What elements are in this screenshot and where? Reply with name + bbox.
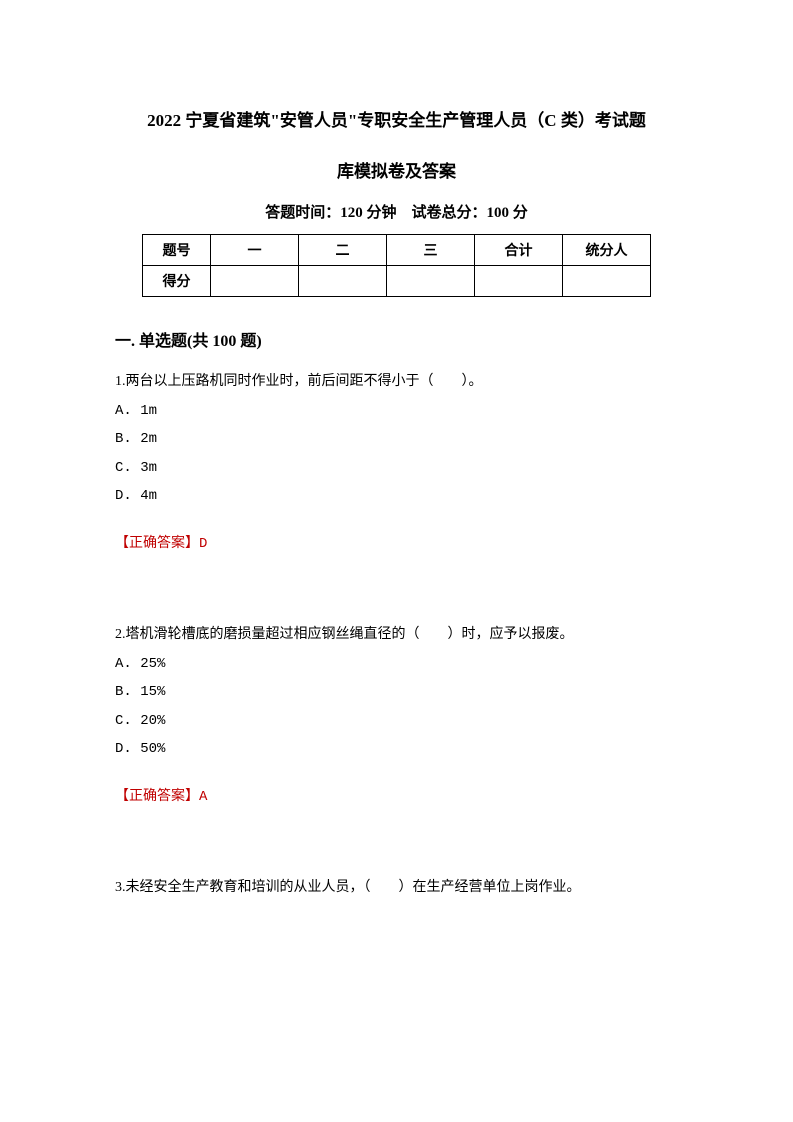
question-body: 塔机滑轮槽底的磨损量超过相应钢丝绳直径的（ ）时，应予以报废。 bbox=[126, 627, 574, 642]
option-d: D. 50% bbox=[115, 736, 678, 763]
question-text: 1.两台以上压路机同时作业时，前后间距不得小于（ ）。 bbox=[115, 369, 678, 396]
table-cell-empty bbox=[387, 266, 475, 297]
answer-label: 【正确答案】 bbox=[115, 789, 199, 804]
option-c: C. 20% bbox=[115, 708, 678, 735]
table-cell-empty bbox=[299, 266, 387, 297]
section-heading: 一. 单选题(共 100 题) bbox=[115, 327, 678, 351]
table-cell-empty bbox=[563, 266, 651, 297]
option-a: A. 1m bbox=[115, 398, 678, 425]
option-d: D. 4m bbox=[115, 483, 678, 510]
table-header-cell: 三 bbox=[387, 235, 475, 266]
answer-line: 【正确答案】D bbox=[115, 532, 678, 552]
table-cell-empty bbox=[475, 266, 563, 297]
question-block: 2.塔机滑轮槽底的磨损量超过相应钢丝绳直径的（ ）时，应予以报废。 A. 25%… bbox=[115, 622, 678, 805]
table-row-label: 得分 bbox=[143, 266, 211, 297]
question-number: 1. bbox=[115, 374, 126, 389]
question-block: 1.两台以上压路机同时作业时，前后间距不得小于（ ）。 A. 1m B. 2m … bbox=[115, 369, 678, 552]
question-number: 3. bbox=[115, 880, 126, 895]
question-text: 3.未经安全生产教育和培训的从业人员，（ ）在生产经营单位上岗作业。 bbox=[115, 875, 678, 902]
option-c: C. 3m bbox=[115, 455, 678, 482]
answer-label: 【正确答案】 bbox=[115, 536, 199, 551]
table-header-cell: 合计 bbox=[475, 235, 563, 266]
question-text: 2.塔机滑轮槽底的磨损量超过相应钢丝绳直径的（ ）时，应予以报废。 bbox=[115, 622, 678, 649]
table-cell-empty bbox=[211, 266, 299, 297]
question-body: 两台以上压路机同时作业时，前后间距不得小于（ ）。 bbox=[126, 374, 483, 389]
question-body: 未经安全生产教育和培训的从业人员，（ ）在生产经营单位上岗作业。 bbox=[126, 880, 581, 895]
question-number: 2. bbox=[115, 627, 126, 642]
option-a: A. 25% bbox=[115, 651, 678, 678]
table-header-cell: 二 bbox=[299, 235, 387, 266]
document-title-line2: 库模拟卷及答案 bbox=[115, 151, 678, 194]
table-header-cell: 题号 bbox=[143, 235, 211, 266]
question-block: 3.未经安全生产教育和培训的从业人员，（ ）在生产经营单位上岗作业。 bbox=[115, 875, 678, 902]
table-header-cell: 统分人 bbox=[563, 235, 651, 266]
table-header-cell: 一 bbox=[211, 235, 299, 266]
answer-value: A bbox=[199, 789, 207, 805]
option-b: B. 15% bbox=[115, 679, 678, 706]
score-table: 题号 一 二 三 合计 统分人 得分 bbox=[142, 234, 651, 297]
document-title-line1: 2022 宁夏省建筑"安管人员"专职安全生产管理人员（C 类）考试题 bbox=[115, 100, 678, 143]
answer-line: 【正确答案】A bbox=[115, 785, 678, 805]
table-header-row: 题号 一 二 三 合计 统分人 bbox=[143, 235, 651, 266]
answer-value: D bbox=[199, 536, 207, 552]
table-score-row: 得分 bbox=[143, 266, 651, 297]
option-b: B. 2m bbox=[115, 426, 678, 453]
exam-info: 答题时间：120 分钟 试卷总分：100 分 bbox=[115, 201, 678, 222]
